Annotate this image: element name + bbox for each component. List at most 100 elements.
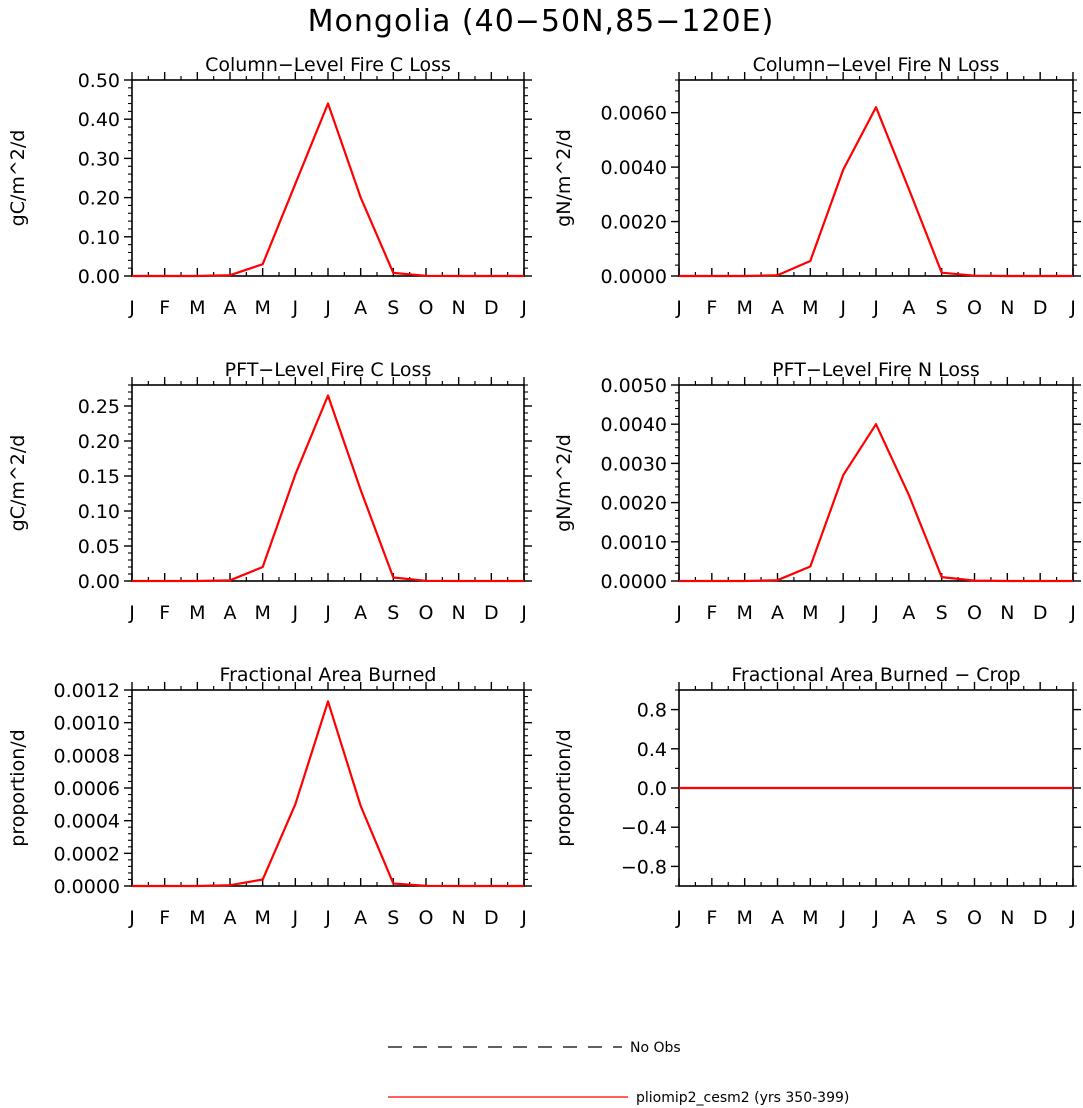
y-tick-label: 0.50 xyxy=(78,70,120,92)
x-tick-label: N xyxy=(1000,602,1014,624)
series-line xyxy=(679,106,1073,278)
x-tick-label: A xyxy=(354,602,367,624)
y-tick-label: 0.10 xyxy=(78,227,120,249)
series-line xyxy=(132,700,524,888)
x-tick-label: D xyxy=(1033,297,1048,319)
x-tick-label: S xyxy=(936,907,948,929)
y-tick-label: 0.0010 xyxy=(54,713,120,735)
x-tick-label: A xyxy=(771,297,784,319)
y-tick-label: −0.8 xyxy=(621,856,667,878)
x-tick-label: A xyxy=(902,297,915,319)
x-tick-label: A xyxy=(771,602,784,624)
y-tick-label: 0.0006 xyxy=(54,778,120,800)
x-tick-label: J xyxy=(520,297,527,319)
x-tick-label: J xyxy=(128,602,135,624)
x-tick-label: N xyxy=(452,907,466,929)
x-tick-label: J xyxy=(292,297,299,319)
x-tick-label: J xyxy=(675,297,682,319)
x-tick-label: F xyxy=(159,907,170,929)
y-tick-label: 0.20 xyxy=(78,188,120,210)
y-tick-label: −0.4 xyxy=(621,817,667,839)
x-tick-label: M xyxy=(189,907,205,929)
x-tick-label: M xyxy=(189,602,205,624)
x-tick-label: A xyxy=(224,297,237,319)
x-tick-label: S xyxy=(936,297,948,319)
y-tick-label: 0.0060 xyxy=(601,103,667,125)
panel-title: Column−Level Fire N Loss xyxy=(753,54,1000,76)
x-tick-label: J xyxy=(1069,602,1076,624)
series-line xyxy=(132,102,524,278)
x-tick-label: A xyxy=(902,907,915,929)
y-axis-label: gN/m^2/d xyxy=(553,434,575,532)
x-tick-label: M xyxy=(802,602,818,624)
panel-title: Column−Level Fire C Loss xyxy=(205,54,451,76)
x-tick-label: M xyxy=(736,297,752,319)
x-tick-label: A xyxy=(224,907,237,929)
x-tick-label: J xyxy=(324,602,331,624)
y-tick-label: 0.0 xyxy=(637,778,667,800)
x-tick-label: F xyxy=(706,907,717,929)
x-tick-label: J xyxy=(128,297,135,319)
series-line xyxy=(132,394,524,583)
x-tick-label: M xyxy=(802,297,818,319)
y-tick-label: 0.0050 xyxy=(601,375,667,397)
x-tick-label: O xyxy=(967,297,982,319)
x-tick-label: M xyxy=(254,297,270,319)
x-tick-label: F xyxy=(159,297,170,319)
x-tick-label: F xyxy=(706,297,717,319)
x-tick-label: S xyxy=(936,602,948,624)
y-tick-label: 0.15 xyxy=(78,466,120,488)
y-tick-label: 0.0002 xyxy=(54,843,120,865)
x-tick-label: N xyxy=(452,602,466,624)
x-tick-label: O xyxy=(967,907,982,929)
x-tick-label: N xyxy=(452,297,466,319)
x-tick-label: F xyxy=(159,602,170,624)
y-tick-label: 0.40 xyxy=(78,109,120,131)
y-tick-label: 0.0010 xyxy=(601,532,667,554)
x-tick-label: S xyxy=(387,602,399,624)
legend: No Obs pliomip2_cesm2 (yrs 350-399) xyxy=(388,1040,849,1106)
x-tick-label: J xyxy=(324,907,331,929)
y-tick-label: 0.0030 xyxy=(601,453,667,475)
y-tick-label: 0.00 xyxy=(78,266,120,288)
x-tick-label: J xyxy=(872,602,879,624)
y-axis-label: gC/m^2/d xyxy=(7,435,29,532)
y-axis-label: proportion/d xyxy=(553,729,575,846)
x-tick-label: J xyxy=(872,907,879,929)
y-tick-label: 0.0012 xyxy=(54,680,120,702)
x-tick-label: D xyxy=(1033,602,1048,624)
x-tick-label: M xyxy=(802,907,818,929)
y-tick-label: 0.20 xyxy=(78,431,120,453)
plot-frame xyxy=(131,384,525,582)
x-tick-label: J xyxy=(839,602,846,624)
plot-frame xyxy=(678,384,1074,582)
x-tick-label: J xyxy=(675,602,682,624)
series-line xyxy=(679,423,1073,583)
x-tick-label: J xyxy=(520,907,527,929)
x-tick-label: J xyxy=(1069,297,1076,319)
y-tick-label: 0.0040 xyxy=(601,414,667,436)
y-tick-label: 0.00 xyxy=(78,571,120,593)
y-tick-label: 0.4 xyxy=(637,739,667,761)
x-tick-label: O xyxy=(419,297,434,319)
y-tick-label: 0.0008 xyxy=(54,745,120,767)
x-tick-label: J xyxy=(324,297,331,319)
x-tick-label: F xyxy=(706,602,717,624)
x-tick-label: D xyxy=(484,602,499,624)
figure-title: Mongolia (40−50N,85−120E) xyxy=(308,4,775,39)
panel-title: PFT−Level Fire N Loss xyxy=(772,359,980,381)
x-tick-label: M xyxy=(254,907,270,929)
x-tick-label: A xyxy=(354,297,367,319)
y-tick-label: 0.0000 xyxy=(54,876,120,898)
y-tick-label: 0.0004 xyxy=(54,811,120,833)
y-tick-label: 0.0000 xyxy=(601,266,667,288)
x-tick-label: M xyxy=(736,602,752,624)
y-tick-label: 0.25 xyxy=(78,396,120,418)
x-tick-label: N xyxy=(1000,297,1014,319)
